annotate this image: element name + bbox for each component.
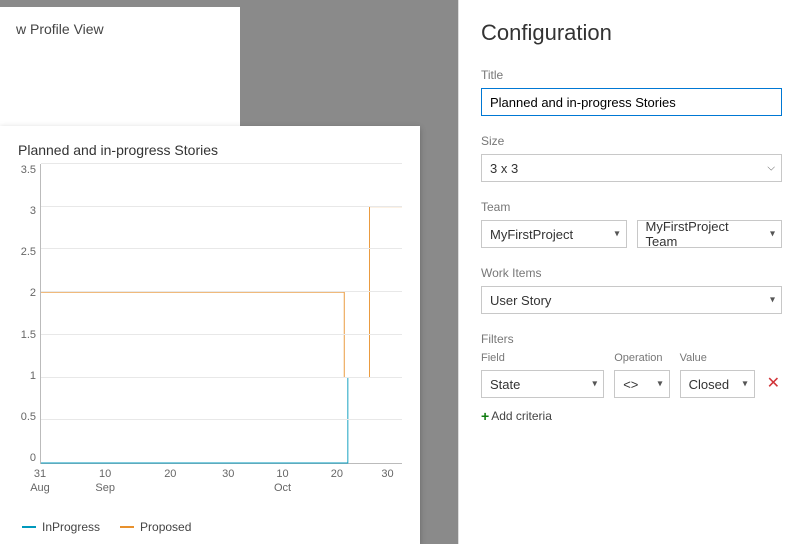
legend-item: Proposed [120, 520, 191, 534]
y-tick-label: 1.5 [21, 329, 36, 341]
filter-field-value: State [490, 377, 520, 392]
filters-label: Filters [481, 332, 782, 346]
workitems-value: User Story [490, 293, 551, 308]
size-value: 3 x 3 [490, 161, 518, 176]
size-select[interactable]: 3 x 3 ⌵ [481, 154, 782, 182]
project-select[interactable]: MyFirstProject ▾ [481, 220, 627, 248]
team-label: Team [481, 200, 782, 214]
filter-value-header: Value [680, 352, 755, 364]
x-tick-label: 30 [381, 468, 393, 482]
project-value: MyFirstProject [490, 227, 573, 242]
add-criteria-label: Add criteria [491, 409, 552, 423]
x-tick-label: 10Sep [95, 468, 115, 496]
workitems-label: Work Items [481, 266, 782, 280]
x-tick-label: 10Oct [274, 468, 291, 496]
add-criteria-button[interactable]: + Add criteria [481, 408, 552, 424]
preview-pane: w Profile View Planned and in-progress S… [0, 0, 458, 544]
configuration-panel: Configuration Title Size 3 x 3 ⌵ Team My… [458, 0, 800, 544]
x-tick-label: 20 [331, 468, 343, 482]
team-value: MyFirstProject Team [646, 219, 760, 249]
y-tick-label: 0 [30, 452, 36, 464]
workitems-select[interactable]: User Story ▾ [481, 286, 782, 314]
chart-x-axis: 31Aug10Sep203010Oct2030 [40, 464, 402, 498]
background-widget-title: w Profile View [16, 21, 224, 37]
config-heading: Configuration [481, 20, 782, 46]
y-tick-label: 1 [30, 370, 36, 382]
y-tick-label: 2 [30, 287, 36, 299]
y-tick-label: 0.5 [21, 411, 36, 423]
filter-field-header: Field [481, 352, 604, 364]
caret-down-icon: ▾ [743, 379, 748, 390]
title-input[interactable] [481, 88, 782, 116]
title-label: Title [481, 68, 782, 82]
caret-down-icon: ▾ [770, 295, 775, 306]
x-tick-label: 31Aug [30, 468, 50, 496]
size-label: Size [481, 134, 782, 148]
remove-filter-button[interactable]: ✕ [765, 370, 782, 398]
caret-down-icon: ▾ [770, 229, 775, 240]
y-tick-label: 3 [30, 205, 36, 217]
filter-op-select[interactable]: <> ▾ [614, 370, 669, 398]
filter-op-value: <> [623, 377, 638, 392]
y-tick-label: 2.5 [21, 246, 36, 258]
filter-value-value: Closed [689, 377, 729, 392]
chart-title: Planned and in-progress Stories [18, 142, 402, 158]
chart-widget: Planned and in-progress Stories 3.5 3 2.5 2… [0, 126, 420, 544]
team-select[interactable]: MyFirstProject Team ▾ [637, 220, 783, 248]
caret-down-icon: ▾ [658, 379, 663, 390]
plus-icon: + [481, 408, 489, 424]
chart-plot [40, 164, 402, 464]
legend-swatch [22, 526, 36, 528]
chart-y-axis: 3.5 3 2.5 2 1.5 1 0.5 0 [18, 164, 40, 464]
legend-item: InProgress [22, 520, 100, 534]
legend-label: Proposed [140, 520, 191, 534]
x-tick-label: 30 [222, 468, 234, 482]
legend-swatch [120, 526, 134, 528]
filter-field-select[interactable]: State ▾ [481, 370, 604, 398]
caret-down-icon: ▾ [592, 379, 597, 390]
filter-op-header: Operation [614, 352, 669, 364]
chart-legend: InProgress Proposed [18, 520, 402, 534]
x-tick-label: 20 [164, 468, 176, 482]
legend-label: InProgress [42, 520, 100, 534]
chevron-down-icon: ⌵ [767, 163, 775, 174]
caret-down-icon: ▾ [614, 229, 619, 240]
filter-value-select[interactable]: Closed ▾ [680, 370, 755, 398]
y-tick-label: 3.5 [21, 164, 36, 176]
